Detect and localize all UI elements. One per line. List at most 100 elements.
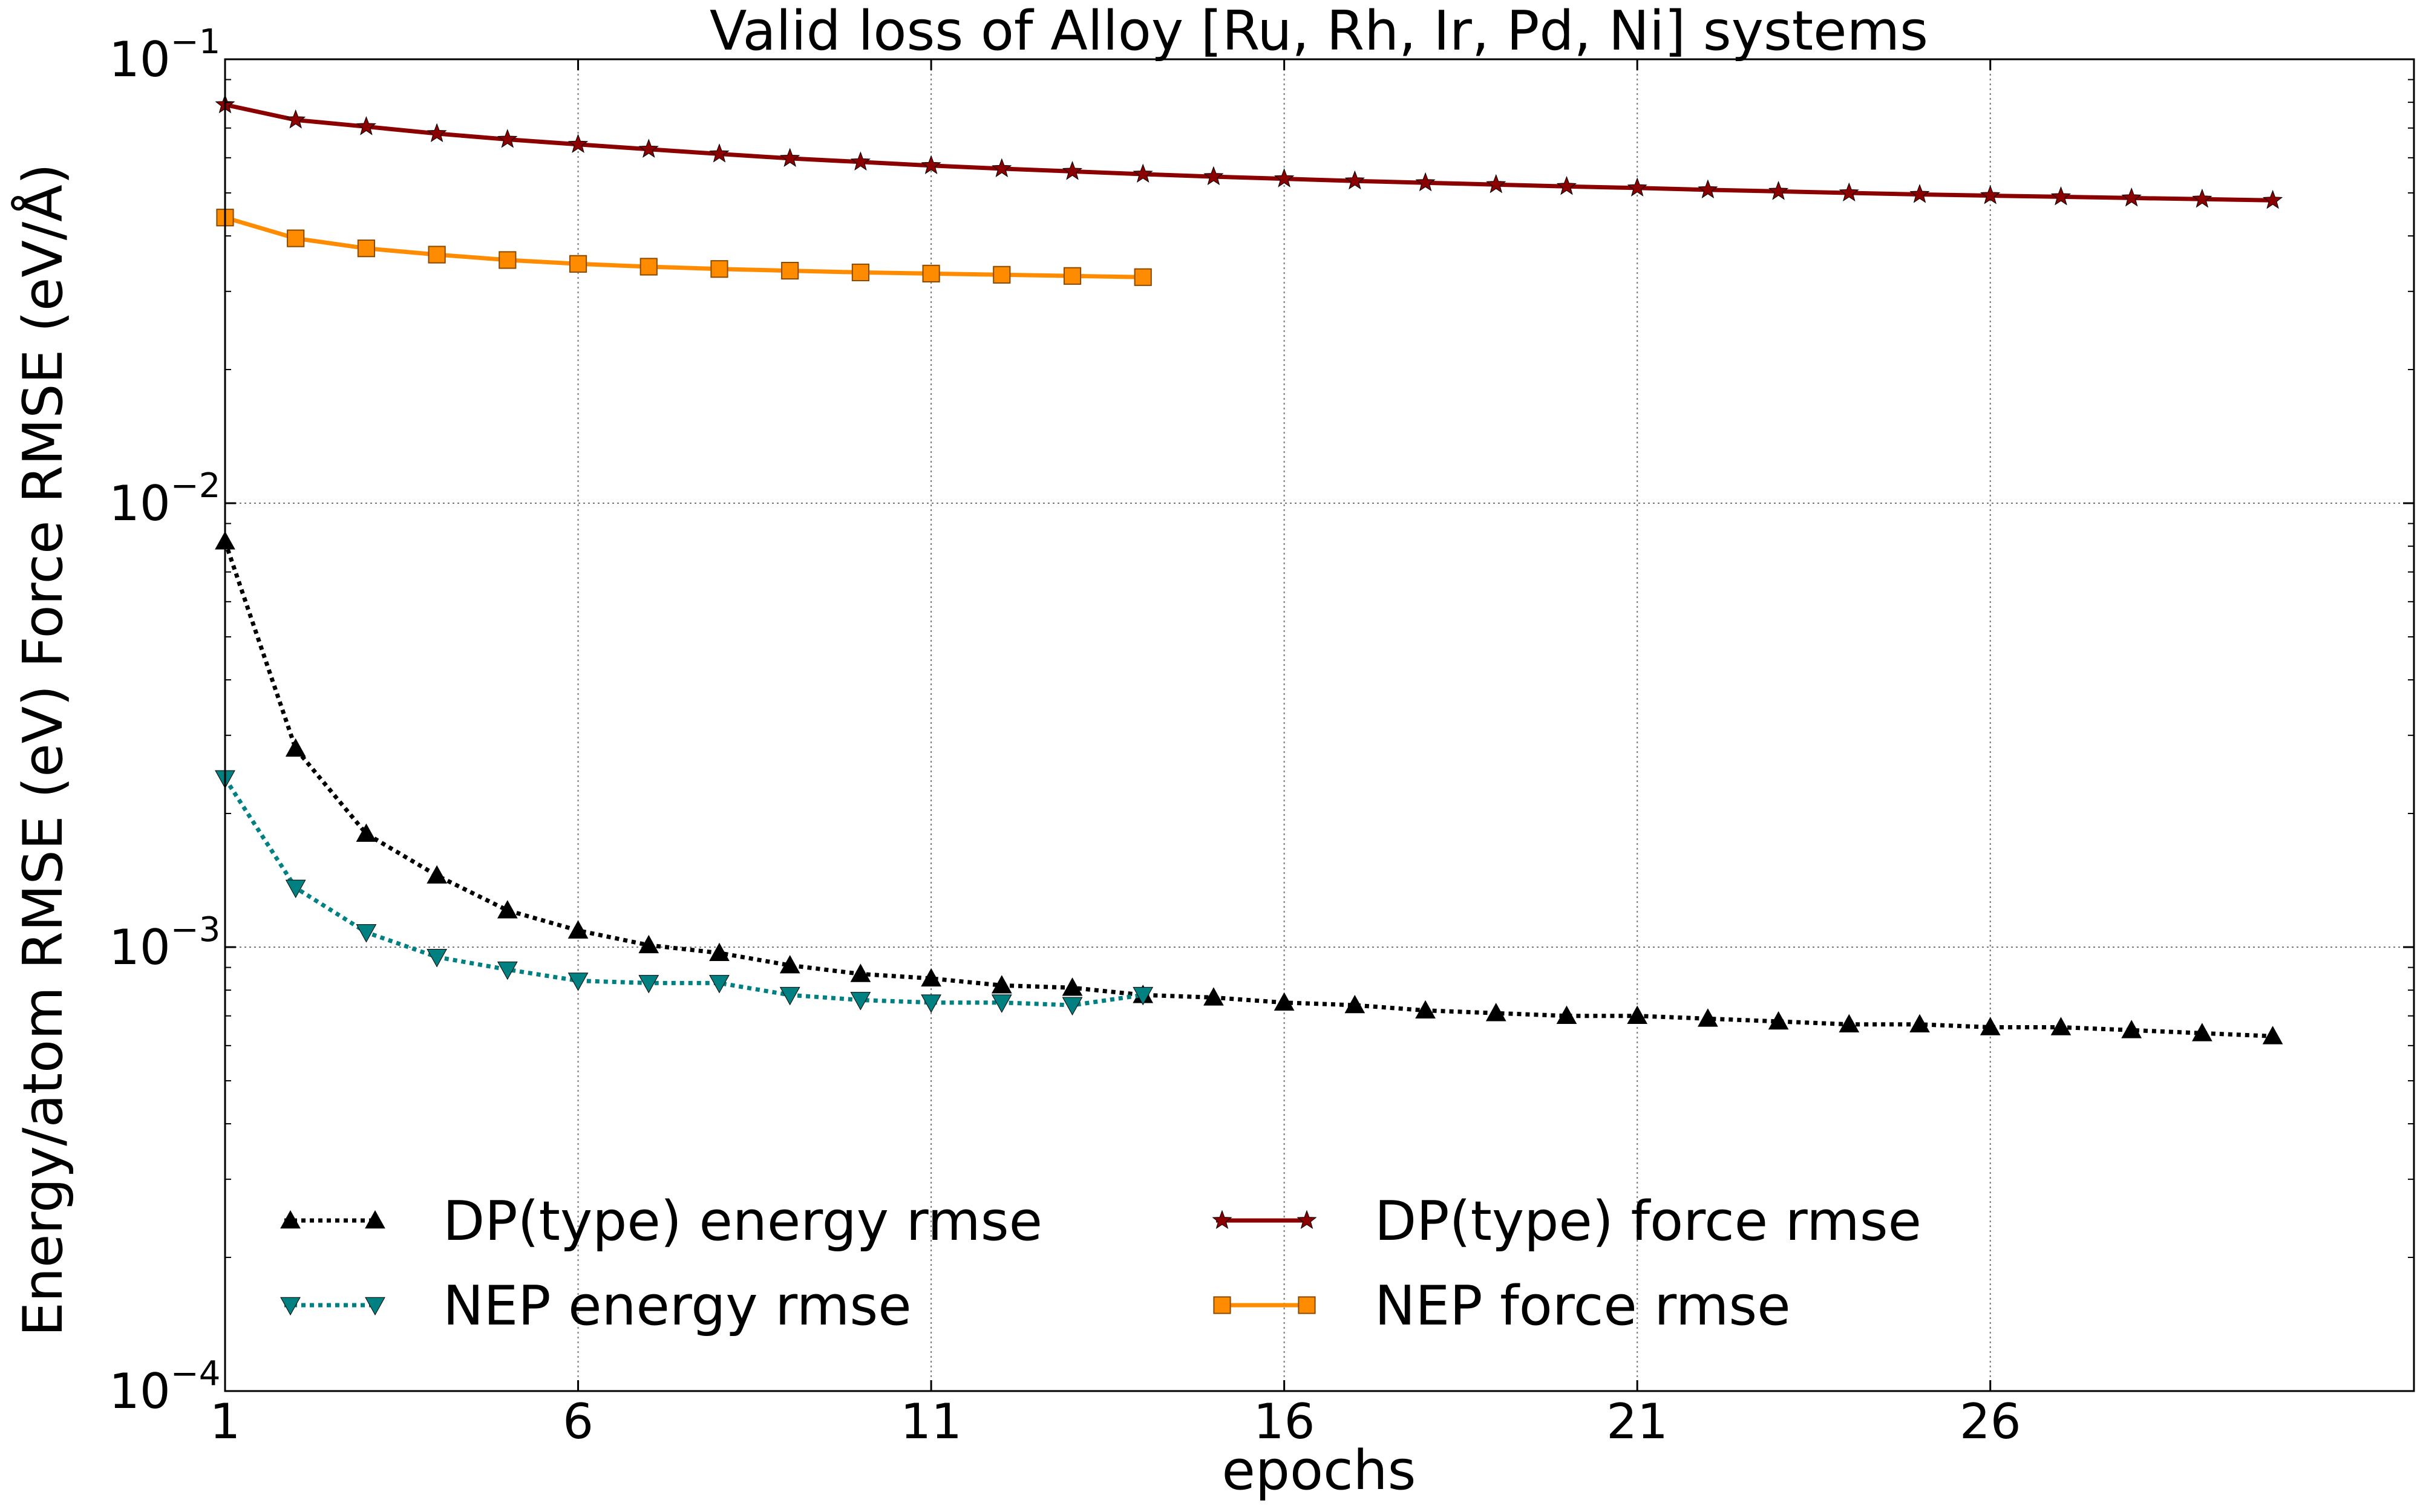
series-point: [991, 975, 1012, 994]
x-tick-label: 11: [900, 1393, 962, 1450]
series-group: [216, 209, 1152, 286]
series-point: [991, 994, 1012, 1013]
series-point: [1133, 163, 1153, 183]
y-tick-label: 10−3: [109, 910, 220, 976]
series-point: [427, 949, 447, 968]
series-point: [497, 961, 518, 980]
series-point: [427, 865, 447, 884]
series-point: [992, 158, 1012, 177]
series-point: [567, 973, 589, 991]
series-group: [215, 770, 1154, 1016]
series-point: [1839, 182, 1859, 202]
series-point: [2263, 189, 2283, 209]
series-point: [356, 116, 376, 135]
series-point: [709, 143, 730, 163]
series-point: [567, 920, 589, 939]
x-tick-label: 16: [1254, 1393, 1315, 1450]
series-point: [356, 924, 377, 943]
series-group: [215, 531, 2283, 1044]
series-point: [2262, 1026, 2283, 1044]
x-axis-label: epochs: [1222, 1439, 1416, 1502]
series-point: [1698, 1008, 1718, 1027]
series-point: [638, 934, 659, 954]
series-point: [1213, 1296, 1231, 1314]
series-point: [1274, 168, 1295, 187]
series-point: [921, 968, 941, 987]
series-point: [287, 229, 305, 247]
series-point: [1415, 1000, 1436, 1019]
series-point: [1203, 987, 1224, 1006]
series-point: [1134, 268, 1152, 286]
series-point: [779, 955, 800, 974]
series-point: [1627, 177, 1647, 197]
legend: DP(type) energy rmse NEP energy rmse DP(ty…: [280, 1190, 1921, 1338]
series-point: [1133, 986, 1154, 1006]
series-line: [224, 215, 1143, 279]
series-point: [286, 109, 306, 129]
series-point: [1297, 1210, 1317, 1230]
series-point: [1698, 179, 1718, 198]
series-line: [223, 541, 2273, 1038]
legend-label: NEP energy rmse: [443, 1274, 912, 1338]
series-point: [1203, 166, 1224, 186]
series-point: [1980, 185, 2001, 204]
x-tick-label: 21: [1606, 1393, 1668, 1450]
series-point: [2192, 188, 2212, 208]
legend-label: DP(type) energy rmse: [443, 1190, 1042, 1253]
series-point: [1344, 994, 1365, 1014]
series-point: [1980, 1017, 2001, 1035]
series-point: [357, 240, 376, 258]
x-tick-label: 1: [210, 1393, 241, 1450]
series-point: [850, 963, 871, 982]
series-point: [499, 251, 517, 269]
series-point: [2050, 186, 2072, 206]
series-point: [709, 942, 730, 962]
series-line: [223, 777, 1143, 1008]
series-point: [639, 258, 658, 276]
series-point: [1344, 170, 1365, 190]
series-point: [921, 155, 941, 174]
series-point: [2050, 1017, 2072, 1035]
series-point: [709, 975, 730, 994]
series-point: [285, 738, 306, 757]
series-point: [356, 823, 377, 842]
series-group: [215, 94, 2283, 209]
series-point: [280, 1210, 301, 1229]
series-point: [1415, 172, 1436, 192]
series-point: [2121, 187, 2142, 207]
series-point: [1768, 1011, 1789, 1030]
series-point: [1062, 977, 1083, 996]
series-point: [1486, 174, 1506, 194]
series-point: [1909, 1014, 1930, 1032]
x-tick-label: 6: [563, 1393, 594, 1450]
plot-series: [215, 94, 2283, 1044]
series-point: [285, 879, 306, 899]
x-tick-label: 26: [1960, 1393, 2021, 1450]
series-point: [1768, 180, 1789, 200]
series-point: [1556, 1005, 1577, 1024]
y-tick-label: 10−4: [109, 1354, 220, 1419]
series-point: [851, 263, 869, 282]
series-point: [1909, 184, 1930, 203]
series-point: [710, 260, 728, 278]
series-point: [2121, 1020, 2142, 1038]
series-point: [427, 123, 447, 143]
series-point: [921, 994, 941, 1013]
series-point: [1839, 1014, 1860, 1032]
series-point: [280, 1297, 301, 1316]
series-point: [779, 986, 800, 1006]
series-point: [2192, 1023, 2212, 1041]
series-point: [922, 264, 940, 282]
series-point: [428, 246, 446, 264]
series-point: [1212, 1210, 1232, 1230]
series-point: [567, 134, 589, 153]
series-point: [1627, 1005, 1648, 1024]
series-point: [569, 255, 587, 273]
plot-area-frame: [224, 58, 2415, 1392]
series-point: [497, 900, 518, 919]
series-point: [780, 148, 800, 167]
legend-label: DP(type) force rmse: [1375, 1190, 1921, 1253]
